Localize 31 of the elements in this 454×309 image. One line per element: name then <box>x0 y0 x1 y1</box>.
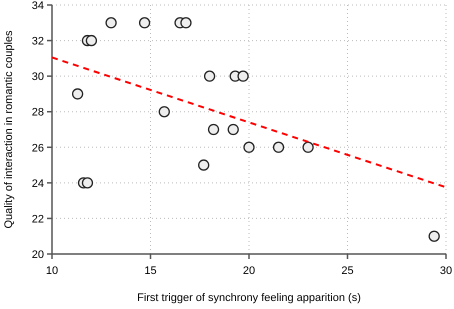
y-tick-label: 22 <box>32 213 44 226</box>
y-axis-title: Quality of interaction in romantic couples <box>3 30 15 229</box>
point <box>158 106 170 118</box>
point <box>243 142 255 153</box>
point <box>228 124 239 136</box>
point <box>237 70 249 82</box>
point <box>198 159 210 171</box>
x-tick-label: 15 <box>144 265 157 277</box>
y-tick-label: 28 <box>32 106 44 119</box>
y-tick-label: 24 <box>32 178 44 190</box>
point <box>204 70 216 82</box>
point <box>82 177 94 189</box>
x-tick-label: 30 <box>440 265 452 277</box>
point <box>428 230 440 242</box>
point <box>72 88 84 100</box>
y-tick-label: 32 <box>32 36 44 48</box>
point <box>208 124 220 136</box>
point <box>138 17 150 28</box>
x-tick-label: 20 <box>242 265 256 277</box>
y-tick-label: 30 <box>32 71 44 84</box>
y-tick-label: 20 <box>32 249 44 261</box>
y-tick-label: 34 <box>32 0 44 12</box>
point <box>272 142 284 153</box>
point <box>302 142 314 153</box>
x-axis-title: First trigger of synchrony feeling apparition (s) <box>137 292 361 304</box>
x-tick-label: 10 <box>46 265 58 277</box>
point <box>180 17 192 28</box>
point <box>105 17 117 28</box>
y-tick-label: 26 <box>32 142 44 154</box>
point <box>86 34 98 46</box>
x-tick-label: 25 <box>341 265 354 277</box>
